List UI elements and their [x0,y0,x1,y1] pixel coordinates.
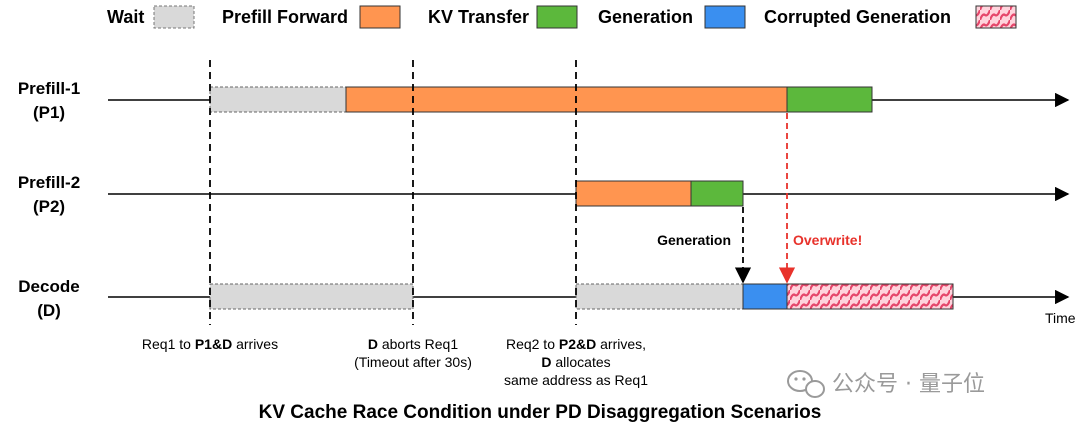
event-label-req2: Req2 to P2&D arrives, [506,336,646,352]
legend-swatch-gen [704,5,746,29]
event-label-req2-line2: D allocates [541,354,610,370]
diagram-caption: KV Cache Race Condition under PD Disaggr… [259,402,822,423]
lane-label-p1: Prefill-1 [18,79,80,98]
d-wait-bar-req1 [209,283,414,310]
event-label-req2-line3: same address as Req1 [504,372,648,388]
event-label-abort-line2: (Timeout after 30s) [354,354,472,370]
p1-wait-bar [209,86,347,113]
legend-label-wait: Wait [107,7,144,27]
p2-prefill-bar [575,180,692,207]
legend-swatch-corrupt [975,5,1017,29]
d-corrupted-generation-bar [786,283,954,310]
event-label-req1: Req1 to P1&D arrives [142,336,278,352]
watermark: 公众号 · 量子位 [787,370,985,398]
lane-sublabel-d: (D) [37,301,61,320]
watermark-text: 公众号 · 量子位 [832,372,985,397]
p1-prefill-bar [345,86,788,113]
lane-sublabel-p2: (P2) [33,197,65,216]
legend-swatch-wait [153,5,195,29]
overwrite-arrow-label: Overwrite! [793,232,862,248]
lane-label-d: Decode [18,277,79,296]
generation-arrow-label: Generation [657,232,731,248]
legend-swatch-kv [536,5,578,29]
legend-swatch-prefill [359,5,401,29]
legend-label-kv: KV Transfer [428,7,529,27]
lane-sublabel-p1: (P1) [33,103,65,122]
lane-label-p2: Prefill-2 [18,173,80,192]
d-generation-bar [742,283,788,310]
wechat-icon [787,370,825,398]
d-wait-bar-req2 [575,283,744,310]
legend-label-gen: Generation [598,7,693,27]
legend-label-prefill: Prefill Forward [222,7,348,27]
event-label-abort: D aborts Req1 [368,336,458,352]
legend: Wait Prefill Forward KV Transfer Generat… [107,5,1017,29]
p1-kv-transfer-bar [786,86,873,113]
p2-kv-transfer-bar [690,180,744,207]
time-axis-label: Time [1045,310,1076,326]
lane-labels: Prefill-1 (P1) Prefill-2 (P2) Decode (D) [18,79,80,320]
legend-label-corrupt: Corrupted Generation [764,7,951,27]
